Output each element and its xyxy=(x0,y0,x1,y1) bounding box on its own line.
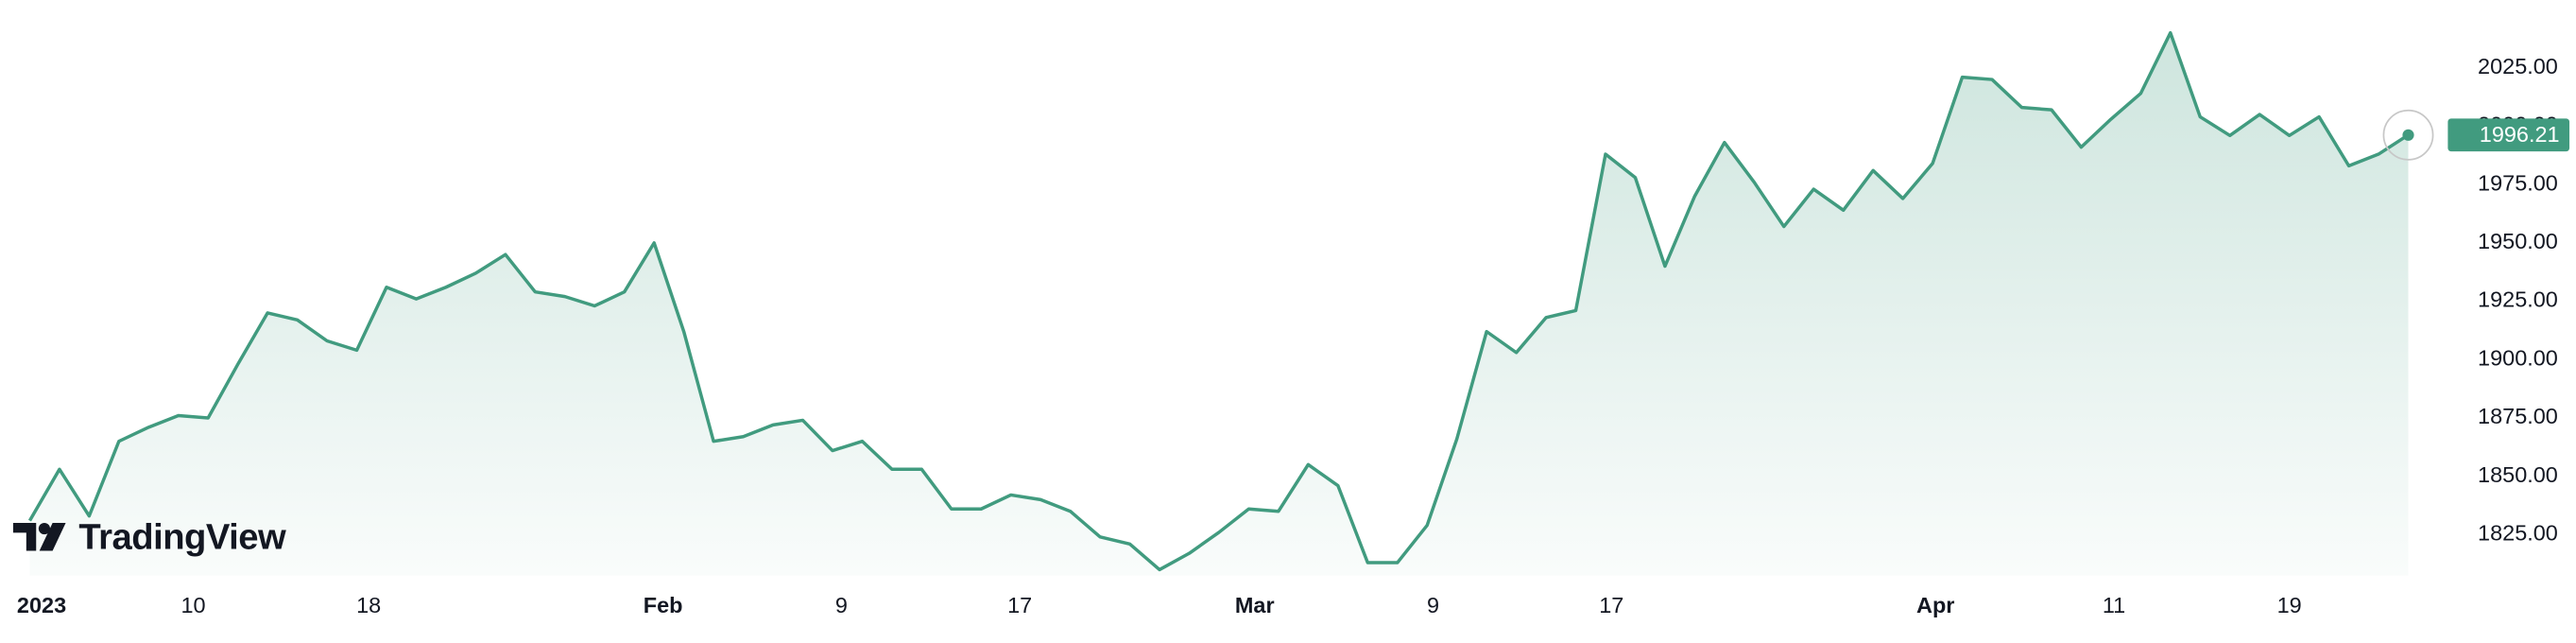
x-tick-label: 18 xyxy=(356,593,381,617)
x-tick-label: Mar xyxy=(1235,593,1275,617)
y-tick-label: 1925.00 xyxy=(2478,287,2558,312)
last-point-halo xyxy=(2382,109,2434,161)
area-fill xyxy=(29,32,2409,576)
x-tick-label: 17 xyxy=(1599,593,1623,617)
x-tick-label: 2023 xyxy=(17,593,66,617)
x-tick-label: Apr xyxy=(1916,593,1954,617)
y-tick-label: 1975.00 xyxy=(2478,170,2558,195)
x-tick-label: 9 xyxy=(835,593,848,617)
y-tick-label: 1900.00 xyxy=(2478,345,2558,370)
logo: TradingView xyxy=(12,516,287,557)
axes: 1825.00 1850.00 1875.00 1900.00 1925.00 1950.… xyxy=(17,54,2570,617)
x-tick-label: 10 xyxy=(180,593,205,617)
logo-text: TradingView xyxy=(78,516,286,557)
y-tick-label: 1825.00 xyxy=(2478,521,2558,546)
last-point xyxy=(2402,129,2414,141)
line xyxy=(27,30,2410,572)
logo-icon xyxy=(39,522,66,551)
logo-icon xyxy=(12,522,37,551)
x-tick-label: Feb xyxy=(644,593,683,617)
x-tick-label: 9 xyxy=(1427,593,1439,617)
x-tick-label: 17 xyxy=(1007,593,1032,617)
y-tick-label: 1950.00 xyxy=(2478,229,2558,253)
price-label-box xyxy=(2447,118,2570,152)
x-tick-label: 11 xyxy=(2103,593,2125,617)
y-tick-label: 1875.00 xyxy=(2478,404,2558,428)
y-tick-label: 2025.00 xyxy=(2478,54,2558,78)
logo-icon xyxy=(38,522,51,535)
y-tick-label: 1850.00 xyxy=(2478,462,2558,487)
x-tick-label: 19 xyxy=(2277,593,2302,617)
plot-area xyxy=(27,30,2434,576)
price-label: 1996.21 xyxy=(2480,122,2560,147)
